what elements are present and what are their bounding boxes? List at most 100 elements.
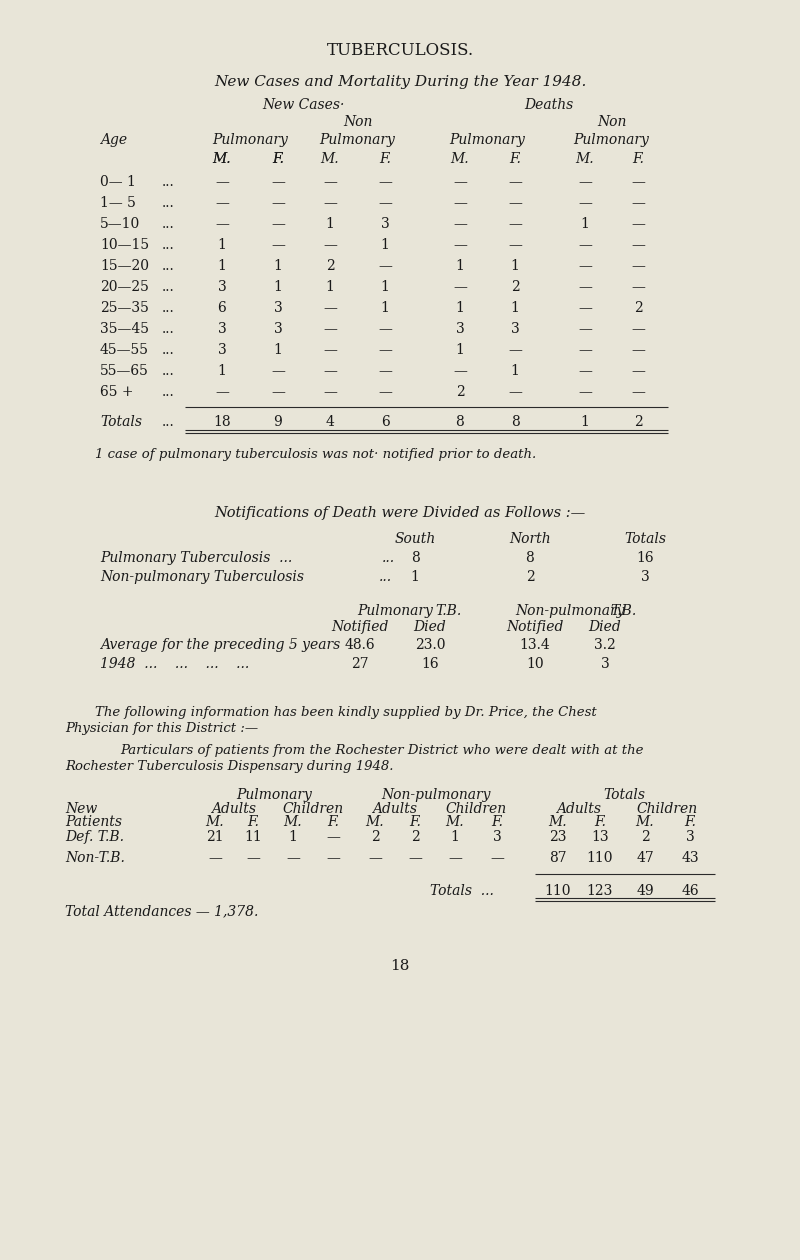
Text: 49: 49 xyxy=(636,885,654,898)
Text: 20—25: 20—25 xyxy=(100,280,149,294)
Text: Totals: Totals xyxy=(603,788,645,803)
Text: ...: ... xyxy=(162,217,174,231)
Text: Notified: Notified xyxy=(506,620,564,634)
Text: 3: 3 xyxy=(274,323,282,336)
Text: New Cases and Mortality During the Year 1948.: New Cases and Mortality During the Year … xyxy=(214,76,586,89)
Text: Def. T.B.: Def. T.B. xyxy=(65,830,124,844)
Text: —: — xyxy=(631,323,645,336)
Text: 3.2: 3.2 xyxy=(594,638,616,651)
Text: ...: ... xyxy=(162,415,174,428)
Text: 123: 123 xyxy=(587,885,613,898)
Text: Totals: Totals xyxy=(100,415,142,428)
Text: Non-pulmonary: Non-pulmonary xyxy=(382,788,490,803)
Text: 1: 1 xyxy=(274,260,282,273)
Text: 3: 3 xyxy=(601,656,610,672)
Text: F.: F. xyxy=(272,152,284,166)
Text: —: — xyxy=(508,343,522,357)
Text: Totals  ...: Totals ... xyxy=(430,885,494,898)
Text: —: — xyxy=(271,217,285,231)
Text: —: — xyxy=(326,830,340,844)
Text: 3: 3 xyxy=(686,830,694,844)
Text: 4: 4 xyxy=(326,415,334,428)
Text: —: — xyxy=(271,364,285,378)
Text: —: — xyxy=(378,386,392,399)
Text: 3: 3 xyxy=(641,570,650,583)
Text: —: — xyxy=(378,323,392,336)
Text: M.: M. xyxy=(636,815,654,829)
Text: 3: 3 xyxy=(493,830,502,844)
Text: —: — xyxy=(508,217,522,231)
Text: 10: 10 xyxy=(526,656,544,672)
Text: —: — xyxy=(378,197,392,210)
Text: 1: 1 xyxy=(455,343,465,357)
Text: —: — xyxy=(508,175,522,189)
Text: 6: 6 xyxy=(218,301,226,315)
Text: —: — xyxy=(323,197,337,210)
Text: ...: ... xyxy=(162,343,174,357)
Text: —: — xyxy=(453,175,467,189)
Text: 8: 8 xyxy=(456,415,464,428)
Text: M.: M. xyxy=(576,152,594,166)
Text: Physician for this District :—: Physician for this District :— xyxy=(65,722,258,735)
Text: —: — xyxy=(578,301,592,315)
Text: 2: 2 xyxy=(326,260,334,273)
Text: Children: Children xyxy=(446,803,506,816)
Text: —: — xyxy=(631,175,645,189)
Text: —: — xyxy=(323,323,337,336)
Text: —: — xyxy=(631,260,645,273)
Text: —: — xyxy=(408,850,422,866)
Text: 13: 13 xyxy=(591,830,609,844)
Text: 1: 1 xyxy=(381,301,390,315)
Text: —: — xyxy=(508,386,522,399)
Text: ...: ... xyxy=(162,175,174,189)
Text: 45—55: 45—55 xyxy=(100,343,149,357)
Text: 9: 9 xyxy=(274,415,282,428)
Text: The following information has been kindly supplied by Dr. Price, the Chest: The following information has been kindl… xyxy=(95,706,597,719)
Text: 10—15: 10—15 xyxy=(100,238,149,252)
Text: Pulmonary: Pulmonary xyxy=(450,134,526,147)
Text: 11: 11 xyxy=(244,830,262,844)
Text: 2: 2 xyxy=(410,830,419,844)
Text: ...: ... xyxy=(162,197,174,210)
Text: —: — xyxy=(378,343,392,357)
Text: Non-T.B.: Non-T.B. xyxy=(65,850,125,866)
Text: 3: 3 xyxy=(218,280,226,294)
Text: 23: 23 xyxy=(550,830,566,844)
Text: —: — xyxy=(631,343,645,357)
Text: —: — xyxy=(578,238,592,252)
Text: 3: 3 xyxy=(456,323,464,336)
Text: Died: Died xyxy=(589,620,622,634)
Text: 1: 1 xyxy=(218,364,226,378)
Text: 5—10: 5—10 xyxy=(100,217,140,231)
Text: —: — xyxy=(578,260,592,273)
Text: M.: M. xyxy=(549,815,567,829)
Text: 47: 47 xyxy=(636,850,654,866)
Text: —: — xyxy=(453,197,467,210)
Text: Non-pulmonary Tuberculosis: Non-pulmonary Tuberculosis xyxy=(100,570,304,583)
Text: —: — xyxy=(631,364,645,378)
Text: —: — xyxy=(323,238,337,252)
Text: F.: F. xyxy=(509,152,521,166)
Text: ...: ... xyxy=(162,238,174,252)
Text: —: — xyxy=(453,280,467,294)
Text: 1: 1 xyxy=(455,301,465,315)
Text: Pulmonary: Pulmonary xyxy=(236,788,312,803)
Text: 1: 1 xyxy=(326,217,334,231)
Text: —: — xyxy=(323,364,337,378)
Text: 1: 1 xyxy=(218,238,226,252)
Text: M.: M. xyxy=(284,815,302,829)
Text: 1: 1 xyxy=(274,343,282,357)
Text: 1: 1 xyxy=(381,280,390,294)
Text: —: — xyxy=(578,323,592,336)
Text: 23.0: 23.0 xyxy=(414,638,446,651)
Text: Non: Non xyxy=(597,115,626,129)
Text: 0— 1: 0— 1 xyxy=(100,175,136,189)
Text: M.: M. xyxy=(321,152,339,166)
Text: F.: F. xyxy=(379,152,391,166)
Text: 6: 6 xyxy=(381,415,390,428)
Text: 1 case of pulmonary tuberculosis was not· notified prior to death.: 1 case of pulmonary tuberculosis was not… xyxy=(95,449,536,461)
Text: —: — xyxy=(323,175,337,189)
Text: —: — xyxy=(286,850,300,866)
Text: 1: 1 xyxy=(450,830,459,844)
Text: —: — xyxy=(631,197,645,210)
